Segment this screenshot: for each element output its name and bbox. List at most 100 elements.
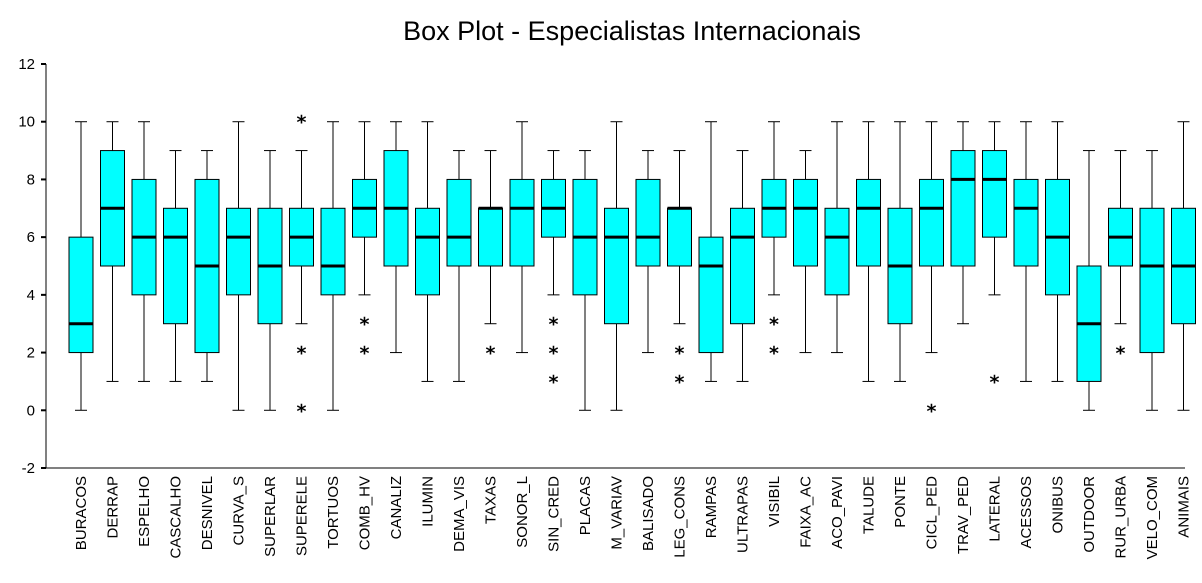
category-label-ilumin: ILUMIN (420, 476, 437, 527)
box-ultrapas (730, 150, 755, 382)
category-label-rur_urba: RUR_URBA (1113, 476, 1130, 559)
y-tick-label-3: 4 (27, 287, 35, 304)
outlier-0: * (927, 400, 937, 422)
y-tick-label-4: 6 (27, 229, 35, 246)
category-label-balisado: BALISADO (640, 476, 657, 551)
box-animais (1171, 121, 1196, 411)
chart-title: Box Plot - Especialistas Internacionais (403, 16, 861, 46)
iqr-box (667, 207, 692, 267)
y-tick-label-7: 12 (18, 56, 35, 73)
iqr-box (635, 178, 661, 267)
category-label-outdoor: OUTDOOR (1081, 476, 1098, 553)
iqr-box (604, 207, 629, 325)
y-tick-label-1: 0 (27, 402, 35, 419)
category-label-cicl_ped: CICL_PED (924, 476, 941, 550)
box-dema_vis (446, 150, 472, 382)
box-buracos (68, 121, 94, 411)
category-label-cascalho: CASCALHO (168, 476, 185, 559)
box-lateral: * (982, 121, 1007, 393)
category-label-rampas: RAMPAS (703, 476, 720, 538)
category-label-trav_ped: TRAV_PED (955, 476, 972, 554)
iqr-box (950, 150, 976, 267)
box-desnivel (194, 150, 220, 382)
outlier-1: * (769, 343, 779, 365)
box-canaliz (383, 121, 409, 354)
category-label-canaliz: CANALIZ (388, 476, 405, 539)
box-comb_hv: ** (352, 121, 377, 365)
box-velo_com (1139, 150, 1165, 411)
category-label-velo_com: VELO_COM (1144, 476, 1161, 559)
category-label-faixa_ac: FAIXA_AC (798, 476, 815, 548)
box-aco_pavi (824, 121, 850, 354)
category-labels: BURACOS DERRAP ESPELHO CASCALHO DESNIVEL CURV… (73, 476, 1193, 560)
outlier-0: * (486, 343, 496, 365)
category-label-ponte: PONTE (892, 476, 909, 528)
category-label-tortuos: TORTUOS (325, 476, 342, 549)
iqr-box (446, 178, 472, 267)
y-tick-label-0: -2 (22, 460, 35, 477)
box-ponte (887, 121, 913, 382)
category-label-acessos: ACESSOS (1018, 476, 1035, 549)
iqr-box (1013, 178, 1039, 267)
category-label-comb_hv: COMB_HV (357, 476, 374, 550)
category-label-sin_cred: SIN_CRED (546, 476, 563, 552)
category-label-desnivel: DESNIVEL (199, 476, 216, 550)
category-label-talude: TALUDE (861, 476, 878, 534)
outlier-0: * (675, 343, 685, 365)
box-ilumin (415, 121, 440, 382)
box-m_variav (604, 121, 629, 411)
category-label-derrap: DERRAP (105, 476, 122, 539)
category-label-espelho: ESPELHO (136, 476, 153, 547)
box-derrap (100, 121, 125, 382)
category-label-taxas: TAXAS (483, 476, 500, 524)
box-sonor_l (509, 121, 535, 354)
iqr-box (320, 207, 346, 296)
outlier-2: * (297, 400, 307, 422)
category-label-visibil: VISIBIL (766, 476, 783, 527)
box-rur_urba: * (1108, 150, 1133, 365)
y-tick-label-2: 2 (27, 345, 35, 362)
y-ticks: -2 0 2 4 6 8 10 12 (18, 56, 46, 477)
category-label-sonor_l: SONOR_L (514, 476, 531, 548)
iqr-box (824, 207, 850, 296)
box-tortuos (320, 121, 346, 411)
box-superlar (257, 150, 283, 411)
outlier-1: * (549, 343, 559, 365)
category-label-m_variav: M_VARIAV (609, 476, 626, 550)
outlier-1: * (297, 343, 307, 365)
box-onibus (1045, 121, 1070, 382)
iqr-box (730, 207, 755, 325)
box-placas (572, 150, 598, 411)
category-label-superlar: SUPERLAR (262, 476, 279, 557)
category-label-lateral: LATERAL (987, 476, 1004, 542)
box-espelho (131, 121, 157, 382)
iqr-box (698, 236, 724, 354)
outlier-0: * (1116, 343, 1126, 365)
iqr-box (509, 178, 535, 267)
category-label-onibus: ONIBUS (1050, 476, 1067, 534)
category-label-placas: PLACAS (577, 476, 594, 535)
category-label-ultrapas: ULTRAPAS (735, 476, 752, 553)
iqr-box (163, 207, 188, 325)
outlier-1: * (675, 371, 685, 393)
box-rampas (698, 121, 724, 382)
box-trav_ped (950, 121, 976, 325)
iqr-box (1139, 207, 1165, 354)
outlier-0: * (360, 314, 370, 336)
box-taxas: * (478, 150, 503, 365)
outlier-0: * (769, 314, 779, 336)
iqr-box (68, 236, 94, 354)
y-tick-label-5: 8 (27, 171, 35, 188)
outlier-0: * (990, 371, 1000, 393)
box-curva_s (226, 121, 251, 411)
category-label-superele: SUPERELE (294, 476, 311, 556)
y-tick-label-6: 10 (18, 114, 35, 131)
boxes: ***** *********** (68, 112, 1196, 422)
iqr-box (415, 207, 440, 296)
iqr-box (478, 207, 503, 267)
box-acessos (1013, 121, 1039, 382)
box-faixa_ac (793, 150, 818, 354)
box-outdoor (1076, 150, 1102, 411)
outlier-2: * (549, 371, 559, 393)
